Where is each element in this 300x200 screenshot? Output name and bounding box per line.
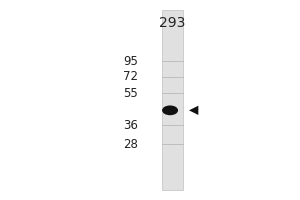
Text: 72: 72 bbox=[123, 70, 138, 83]
Text: 293: 293 bbox=[159, 16, 186, 30]
Text: 95: 95 bbox=[123, 55, 138, 68]
Text: 36: 36 bbox=[123, 119, 138, 132]
Ellipse shape bbox=[162, 105, 178, 115]
Polygon shape bbox=[189, 106, 198, 115]
Text: 55: 55 bbox=[123, 87, 138, 100]
Bar bbox=[162, 10, 183, 190]
Text: 28: 28 bbox=[123, 138, 138, 151]
